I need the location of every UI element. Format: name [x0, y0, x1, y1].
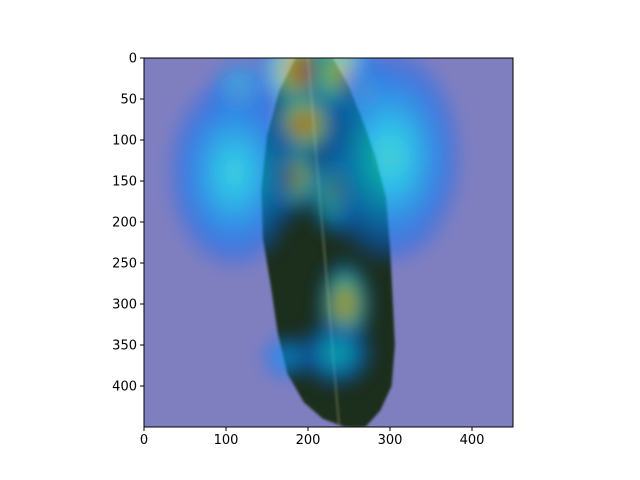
y-tick-label: 300 — [112, 298, 137, 313]
y-tick-label: 50 — [120, 93, 137, 108]
y-tick-label: 100 — [112, 134, 137, 149]
y-tick-label: 0 — [129, 52, 137, 67]
activation-hotspot — [283, 353, 292, 361]
x-tick-label: 300 — [378, 433, 403, 448]
activation-hotspot — [223, 157, 245, 189]
activation-hotspot — [340, 296, 350, 312]
y-tick-label: 350 — [112, 339, 137, 354]
y-tick-label: 250 — [112, 257, 137, 272]
y-axis: 0 50 100 150 200 250 300 350 400 — [112, 52, 144, 395]
x-axis: 0 100 200 300 400 — [140, 427, 485, 448]
y-tick-label: 400 — [112, 380, 137, 395]
y-tick-label: 200 — [112, 216, 137, 231]
y-tick-label: 150 — [112, 175, 137, 190]
x-tick-label: 0 — [140, 433, 148, 448]
activation-overlay — [171, 58, 459, 386]
x-tick-label: 400 — [460, 433, 485, 448]
activation-hotspot — [330, 347, 343, 359]
x-tick-label: 200 — [296, 433, 321, 448]
activation-hotspot — [297, 117, 311, 130]
activation-hotspot — [378, 139, 402, 174]
plot-area — [144, 58, 513, 427]
plot-frame — [143, 57, 514, 428]
x-tick-label: 100 — [214, 433, 239, 448]
